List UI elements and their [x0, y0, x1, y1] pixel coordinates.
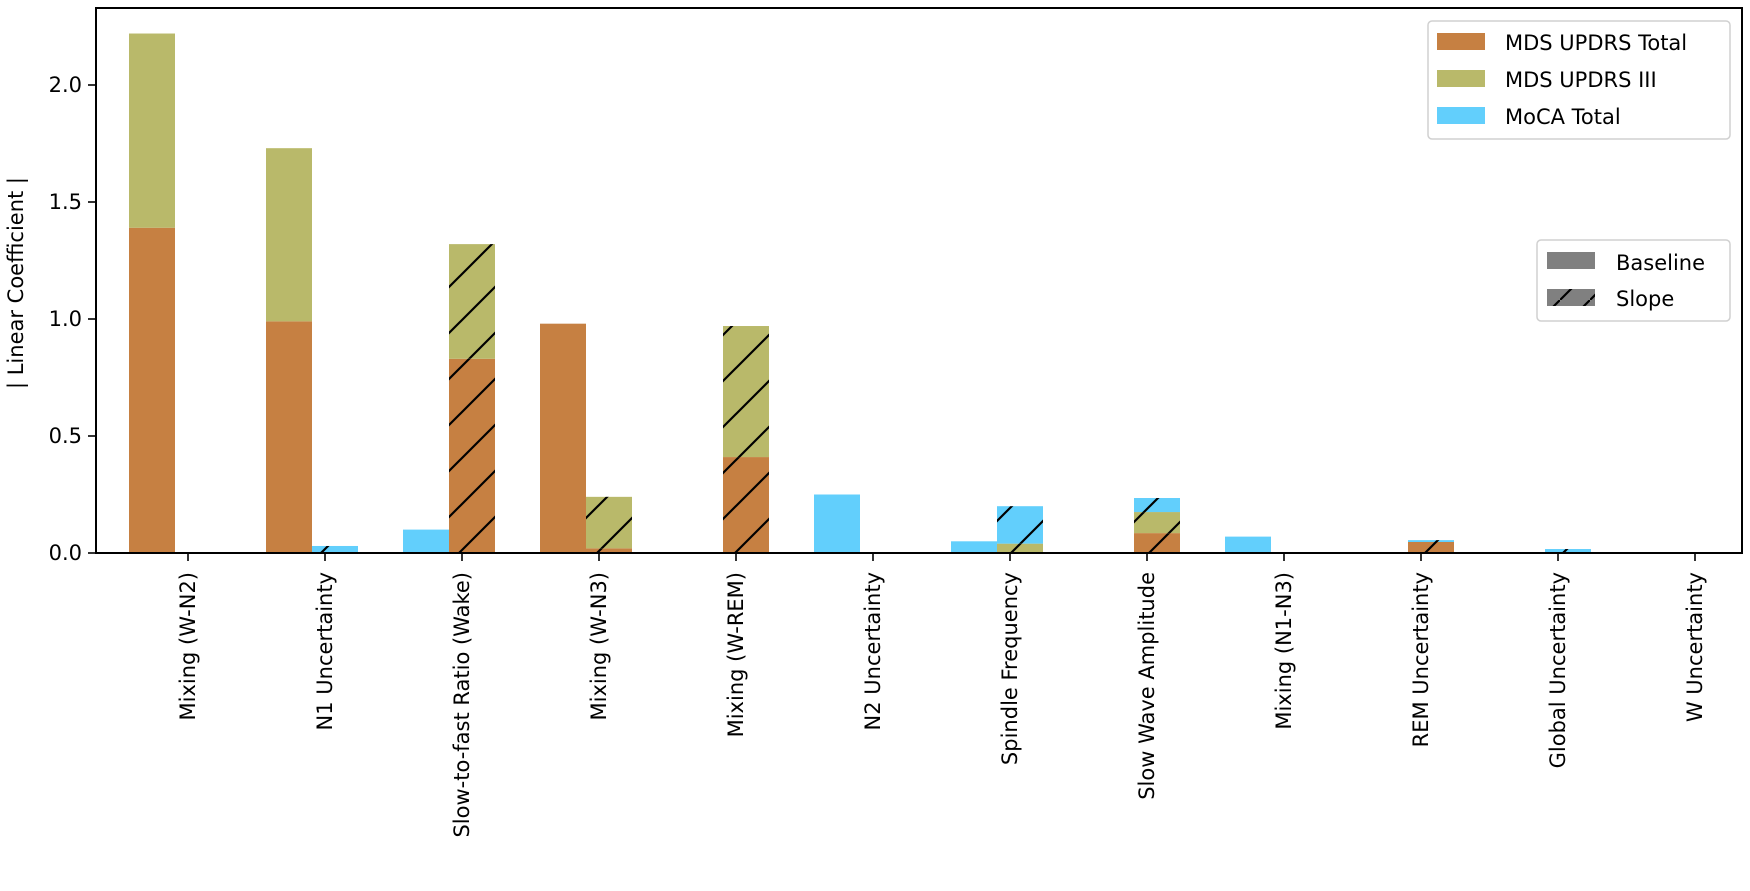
hatch-overlay: [449, 358, 495, 553]
x-tick-label: REM Uncertainty: [1409, 572, 1433, 747]
bar-baseline: [266, 148, 312, 322]
y-tick-label: 1.0: [49, 307, 82, 331]
legend-label-updrs-iii: MDS UPDRS III: [1505, 68, 1657, 92]
x-tick-label: Spindle Frequency: [998, 572, 1022, 765]
series-legend: MDS UPDRS Total MDS UPDRS III MoCA Total: [1427, 20, 1731, 140]
hatch-overlay: [1408, 542, 1454, 553]
hatch-overlay: [997, 543, 1043, 553]
hatch-overlay: [1134, 498, 1180, 513]
hatch-overlay: [1134, 512, 1180, 534]
x-tick-label: Slow Wave Amplitude: [1135, 572, 1159, 800]
y-axis-title: | Linear Coefficient |: [4, 177, 29, 389]
x-axis: Mixing (W-N2) N1 Uncertainty Slow-to-fast …: [176, 553, 1707, 838]
legend-swatch-baseline: [1547, 252, 1595, 269]
y-axis: 0.0 0.5 1.0 1.5 2.0: [49, 73, 96, 565]
hatch-overlay: [586, 496, 632, 549]
bar-baseline: [403, 529, 449, 553]
bars-layer: [129, 33, 1591, 554]
x-tick-label: Global Uncertainty: [1546, 572, 1570, 768]
hatch-overlay: [997, 506, 1043, 544]
bar-baseline: [266, 321, 312, 553]
legend-label-moca-total: MoCA Total: [1505, 105, 1621, 129]
series-legend-box: [1427, 20, 1731, 140]
y-tick-label: 2.0: [49, 73, 82, 97]
x-tick-label: W Uncertainty: [1683, 572, 1707, 722]
legend-label-slope: Slope: [1616, 287, 1674, 311]
x-tick-label: Mixing (W-REM): [724, 572, 748, 737]
y-tick-label: 0.0: [49, 541, 82, 565]
hatch-overlay: [1545, 549, 1591, 553]
x-tick-label: N2 Uncertainty: [861, 572, 885, 730]
x-tick-label: Mixing (N1-N3): [1272, 572, 1296, 730]
y-tick-label: 0.5: [49, 424, 82, 448]
bar-baseline: [1225, 536, 1271, 553]
plot-frame: [95, 7, 1743, 554]
legend-label-updrs-total: MDS UPDRS Total: [1505, 31, 1687, 55]
y-tick-label: 1.5: [49, 190, 82, 214]
legend-swatch-updrs-iii: [1437, 70, 1485, 87]
bar-baseline: [129, 33, 175, 228]
bar-baseline: [129, 227, 175, 554]
hatch-overlay: [723, 457, 769, 553]
hatch-overlay: [312, 545, 358, 553]
bar-baseline: [814, 494, 860, 553]
hatch-overlay: [586, 548, 632, 553]
hatch-overlay: [723, 326, 769, 458]
bar-baseline: [951, 541, 997, 553]
legend-swatch-updrs-total: [1437, 33, 1485, 50]
hatch-overlay: [1408, 540, 1454, 543]
x-tick-label: Mixing (W-N3): [587, 572, 611, 720]
x-tick-label: Mixing (W-N2): [176, 572, 200, 720]
hatch-overlay: [1134, 533, 1180, 553]
x-tick-label: Slow-to-fast Ratio (Wake): [450, 572, 474, 838]
type-legend: Baseline Slope: [1536, 239, 1731, 322]
bar-baseline: [540, 323, 586, 553]
x-tick-label: N1 Uncertainty: [313, 572, 337, 730]
legend-label-baseline: Baseline: [1616, 251, 1705, 275]
hatch-overlay: [449, 244, 495, 359]
hatch-icon: [1547, 289, 1595, 306]
legend-swatch-moca-total: [1437, 107, 1485, 124]
